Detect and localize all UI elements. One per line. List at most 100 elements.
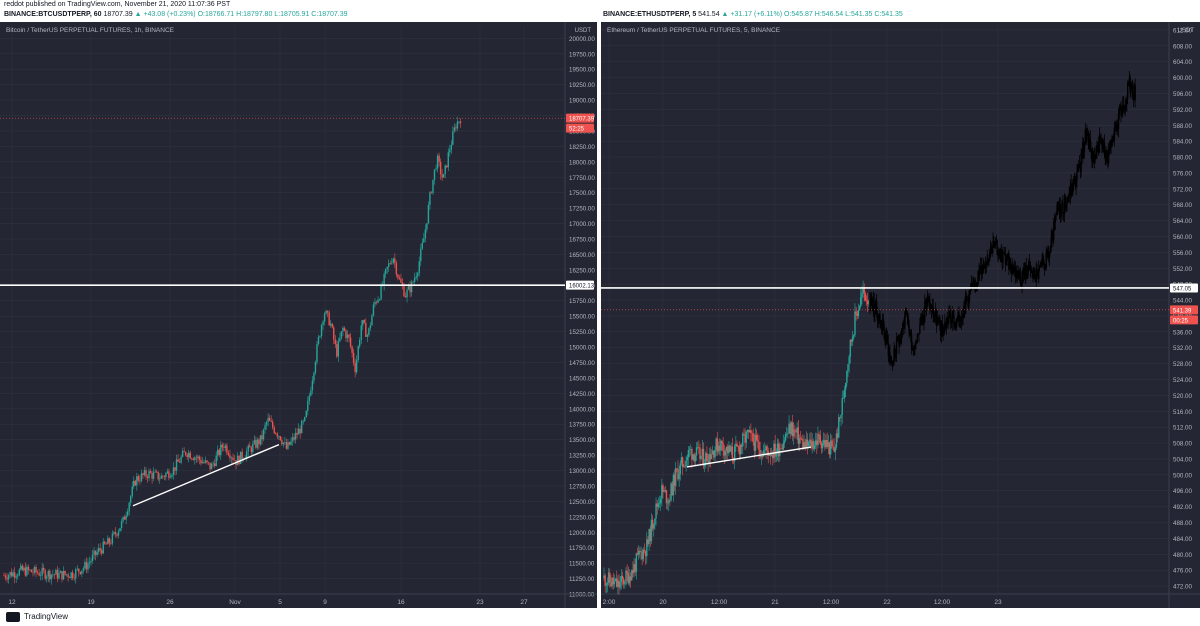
y-tick-label: 576.00 <box>1173 170 1192 177</box>
eth-candle <box>632 569 634 574</box>
x-tick-label: 27 <box>520 599 528 606</box>
btc-candle <box>133 480 135 487</box>
btc-chart-panel[interactable]: 20000.00 19750.00 19500.00 19250.00 19000.00… <box>0 22 597 608</box>
y-tick-label: 552.00 <box>1173 266 1192 273</box>
eth-candle <box>829 440 832 455</box>
btc-symbol[interactable]: BINANCE:BTCUSDTPERP, 60 <box>4 11 102 18</box>
btc-candle <box>65 574 68 575</box>
eth-projection-candle <box>1072 182 1074 194</box>
eth-projection-candle <box>929 299 931 310</box>
btc-candle <box>169 476 172 478</box>
eth-projection-candle <box>1016 269 1018 279</box>
eth-projection-candle <box>1048 253 1051 259</box>
btc-candle <box>435 168 437 170</box>
eth-projection-candle <box>1097 143 1099 152</box>
y-tick-label: 14250.00 <box>569 391 595 398</box>
eth-candle <box>642 549 645 560</box>
btc-candle <box>6 577 8 580</box>
eth-projection-candle <box>928 297 930 300</box>
eth-projection-candle <box>882 319 884 325</box>
eth-projection-candle <box>1118 108 1121 115</box>
btc-candle <box>415 276 417 278</box>
eth-candle <box>731 446 734 459</box>
eth-candle <box>839 417 841 418</box>
eth-projection-candle <box>1014 267 1017 276</box>
eth-candle <box>662 485 664 492</box>
eth-projection-candle <box>922 314 924 323</box>
eth-projection-candle <box>1104 154 1106 160</box>
btc-candle <box>61 571 63 580</box>
btc-candle <box>288 442 291 445</box>
eth-projection-candle <box>1128 77 1131 84</box>
y-tick-label: 18250.00 <box>569 144 595 151</box>
eth-projection-candle <box>987 258 989 260</box>
eth-projection-candle <box>1100 138 1102 140</box>
tradingview-logo-icon[interactable] <box>6 612 20 622</box>
eth-candle <box>795 430 797 433</box>
eth-projection-candle <box>941 322 944 331</box>
btc-candle <box>99 548 101 551</box>
btc-candle <box>455 127 457 129</box>
y-tick-label: 496.00 <box>1173 488 1192 495</box>
eth-projection-candle <box>947 317 949 324</box>
eth-symbol[interactable]: BINANCE:ETHUSDTPERP, 5 <box>603 11 697 18</box>
y-tick-label: 600.00 <box>1173 75 1192 82</box>
eth-chart-panel[interactable]: 612.00 608.00 604.00 600.00 596.00 592.00 588.… <box>601 22 1200 608</box>
eth-chart-canvas[interactable]: 612.00 608.00 604.00 600.00 596.00 592.00 588.… <box>601 22 1200 608</box>
y-tick-label: 19000.00 <box>569 98 595 105</box>
eth-candle <box>709 453 712 460</box>
eth-candle <box>624 583 626 585</box>
x-tick-label: 9 <box>323 599 327 606</box>
eth-projection-candle <box>1062 213 1065 215</box>
eth-candle <box>663 490 665 492</box>
eth-candle <box>789 423 791 435</box>
eth-candle <box>780 448 782 450</box>
btc-candle <box>87 563 89 570</box>
eth-projection-candle <box>879 314 881 321</box>
btc-candle <box>328 312 330 326</box>
btc-candle <box>15 576 17 578</box>
eth-projection-candle <box>926 296 929 306</box>
eth-projection-candle <box>1110 141 1112 148</box>
eth-projection-candle <box>1065 205 1067 209</box>
eth-projection-candle <box>1022 271 1024 275</box>
btc-candle <box>192 458 195 461</box>
eth-candle <box>850 339 853 342</box>
btc-candle <box>339 338 341 342</box>
eth-projection-candle <box>1101 139 1103 146</box>
eth-projection-candle <box>1091 152 1093 162</box>
eth-projection-candle <box>1126 82 1129 99</box>
btc-candle <box>456 121 459 129</box>
eth-candle <box>720 440 722 451</box>
btc-candle <box>201 461 204 464</box>
eth-candle <box>813 445 816 449</box>
y-tick-label: 608.00 <box>1173 43 1192 50</box>
eth-projection-candle <box>871 302 874 311</box>
eth-candle <box>661 485 663 500</box>
eth-projection-candle <box>1072 179 1075 183</box>
eth-projection-candle <box>1036 269 1038 271</box>
btc-chart-canvas[interactable]: 20000.00 19750.00 19500.00 19250.00 19000.00… <box>0 22 597 608</box>
eth-projection-candle <box>943 328 945 335</box>
eth-projection-candle <box>1027 269 1029 277</box>
eth-candle <box>773 443 775 459</box>
eth-projection-candle <box>951 311 953 323</box>
brand-name[interactable]: TradingView <box>24 612 69 621</box>
btc-candle <box>188 452 190 458</box>
eth-projection-candle <box>989 246 992 253</box>
btc-candle <box>294 432 297 440</box>
eth-projection-candle <box>1109 147 1111 149</box>
btc-candle <box>101 550 103 554</box>
btc-countdown-tag-box <box>566 123 594 133</box>
y-tick-label: 596.00 <box>1173 91 1192 98</box>
eth-projection-candle <box>1066 198 1068 206</box>
eth-projection-candle <box>969 291 971 295</box>
eth-projection-candle <box>880 327 883 331</box>
eth-candle <box>775 453 778 457</box>
eth-projection-candle <box>1127 82 1130 84</box>
btc-candle <box>217 449 219 456</box>
eth-projection-candle <box>901 328 904 332</box>
eth-projection-candle <box>878 314 880 319</box>
eth-candle <box>617 580 619 587</box>
y-tick-label: 488.00 <box>1173 520 1192 527</box>
